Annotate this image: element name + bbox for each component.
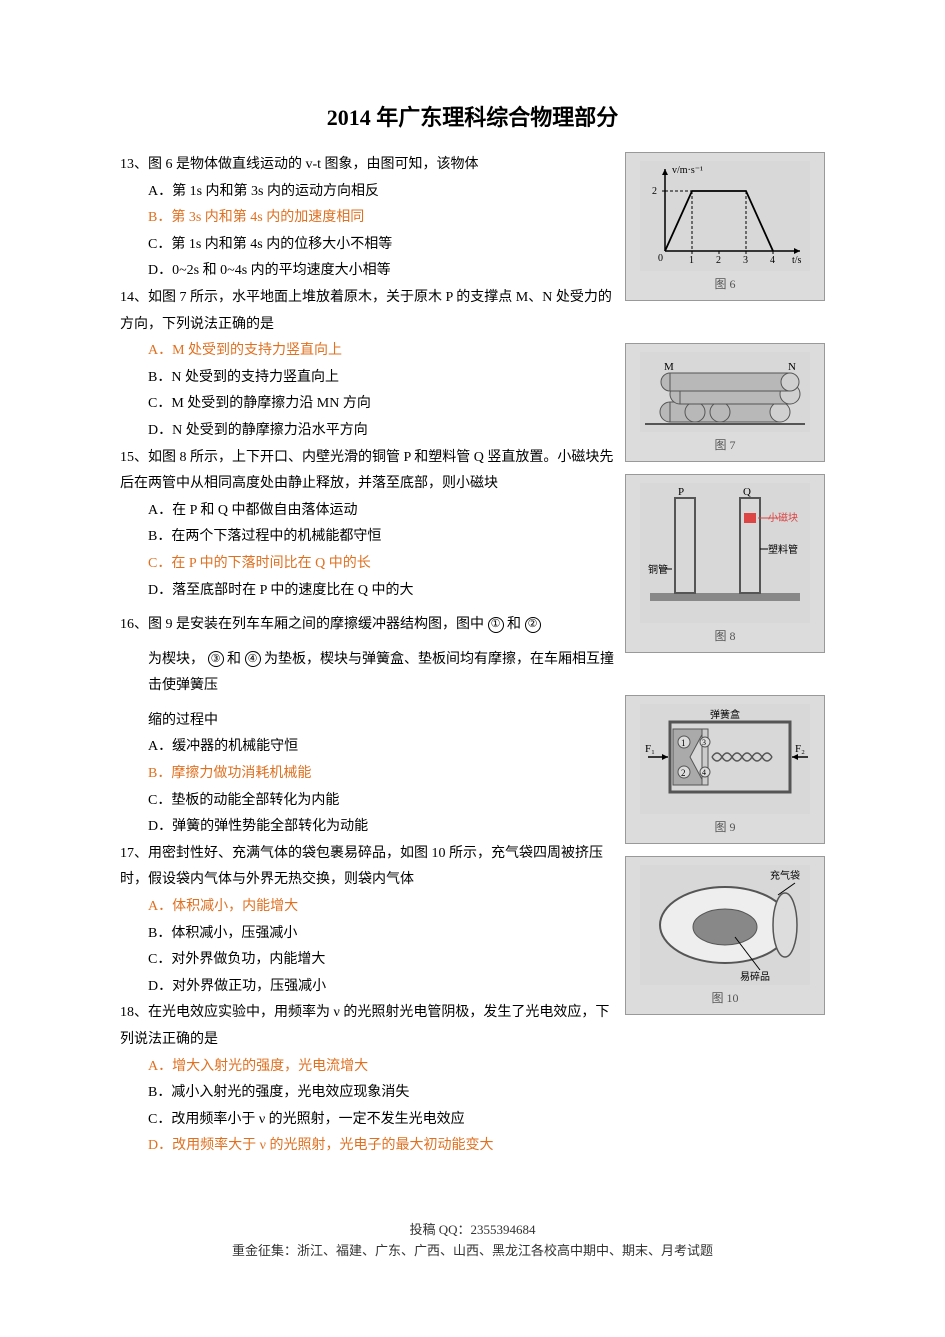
page-title: 2014 年广东理科综合物理部分 xyxy=(120,100,825,132)
bag-icon: 充气袋 易碎品 xyxy=(640,865,810,985)
circled-2-icon: ② xyxy=(525,617,541,633)
q13-opt-d: D．0~2s 和 0~4s 内的平均速度大小相等 xyxy=(120,258,615,285)
svg-text:N: N xyxy=(788,361,796,373)
q17-opt-d: D．对外界做正功，压强减小 xyxy=(120,974,615,1001)
text-column: 13、图 6 是物体做直线运动的 v-t 图象，由图可知，该物体 A．第 1s … xyxy=(120,152,615,1160)
figure-7-caption: 图 7 xyxy=(634,436,816,453)
q15-opt-b: B．在两个下落过程中的机械能都守恒 xyxy=(120,524,615,551)
label-item: 易碎品 xyxy=(740,970,770,983)
q13-stem: 13、图 6 是物体做直线运动的 v-t 图象，由图可知，该物体 xyxy=(120,152,615,179)
circled-1-icon: ① xyxy=(488,617,504,633)
q16-opt-b: B．摩擦力做功消耗机械能 xyxy=(120,761,615,788)
svg-text:2: 2 xyxy=(681,768,686,778)
svg-text:3: 3 xyxy=(702,738,706,747)
buffer-icon: 弹簧盒 1 2 3 4 F₁ F₂ xyxy=(640,704,810,814)
logs-icon: M N xyxy=(640,352,810,432)
q16-opt-c: C．垫板的动能全部转化为内能 xyxy=(120,788,615,815)
figure-column: v/m·s⁻¹ t/s 0 1 2 3 4 2 图 6 M xyxy=(625,152,825,1160)
label-f1: F₁ xyxy=(645,743,655,755)
q14-opt-d: D．N 处受到的静摩擦力沿水平方向 xyxy=(120,418,615,445)
figure-6-caption: 图 6 xyxy=(634,275,816,292)
q13-opt-c: C．第 1s 内和第 4s 内的位移大小不相等 xyxy=(120,232,615,259)
q15-opt-c: C．在 P 中的下落时间比在 Q 中的长 xyxy=(120,551,615,578)
q16-stem3: 缩的过程中 xyxy=(120,708,615,735)
label-magnet: 小磁块 xyxy=(768,511,798,524)
q13-opt-a: A．第 1s 内和第 3s 内的运动方向相反 xyxy=(120,179,615,206)
q13-opt-b: B．第 3s 内和第 4s 内的加速度相同 xyxy=(120,205,615,232)
y-axis-label: v/m·s⁻¹ xyxy=(672,165,703,176)
svg-text:4: 4 xyxy=(702,768,706,777)
label-q: Q xyxy=(743,486,751,498)
footer: 投稿 QQ：2355394684 重金征集：浙江、福建、广东、广西、山西、黑龙江… xyxy=(120,1220,825,1262)
figure-9: 弹簧盒 1 2 3 4 F₁ F₂ 图 9 xyxy=(625,695,825,844)
content-area: 13、图 6 是物体做直线运动的 v-t 图象，由图可知，该物体 A．第 1s … xyxy=(120,152,825,1160)
circled-4-icon: ④ xyxy=(245,651,261,667)
q14-opt-c: C．M 处受到的静摩擦力沿 MN 方向 xyxy=(120,391,615,418)
figure-8-caption: 图 8 xyxy=(634,627,816,644)
svg-text:2: 2 xyxy=(716,255,721,266)
q14-opt-b: B．N 处受到的支持力竖直向上 xyxy=(120,365,615,392)
svg-text:1: 1 xyxy=(681,738,686,748)
q16-opt-d: D．弹簧的弹性势能全部转化为动能 xyxy=(120,814,615,841)
q16-stem2b: 和 xyxy=(227,652,241,667)
svg-text:2: 2 xyxy=(652,186,657,197)
circled-3-icon: ③ xyxy=(208,651,224,667)
q14-stem: 14、如图 7 所示，水平地面上堆放着原木，关于原木 P 的支撑点 M、N 处受… xyxy=(120,285,615,338)
figure-9-caption: 图 9 xyxy=(634,818,816,835)
q18-opt-a: A．增大入射光的强度，光电流增大 xyxy=(120,1054,615,1081)
q15-stem: 15、如图 8 所示，上下开口、内壁光滑的铜管 P 和塑料管 Q 竖直放置。小磁… xyxy=(120,445,615,498)
q16-stem1: 16、图 9 是安装在列车车厢之间的摩擦缓冲器结构图，图中 ① 和 ② xyxy=(120,612,615,639)
vt-graph-icon: v/m·s⁻¹ t/s 0 1 2 3 4 2 xyxy=(640,161,810,271)
figure-10: 充气袋 易碎品 图 10 xyxy=(625,856,825,1015)
q18-stem: 18、在光电效应实验中，用频率为 ν 的光照射光电管阴极，发生了光电效应，下列说… xyxy=(120,1000,615,1053)
label-f2: F₂ xyxy=(795,743,805,755)
q17-stem: 17、用密封性好、充满气体的袋包裹易碎品，如图 10 所示，充气袋四周被挤压时，… xyxy=(120,841,615,894)
svg-text:M: M xyxy=(664,361,674,373)
q16-stem2a: 为楔块， xyxy=(148,652,204,667)
q18-opt-d: D．改用频率大于 ν 的光照射，光电子的最大初动能变大 xyxy=(120,1133,615,1160)
footer-line2: 重金征集：浙江、福建、广东、广西、山西、黑龙江各校高中期中、期末、月考试题 xyxy=(120,1241,825,1262)
q17-opt-a: A．体积减小，内能增大 xyxy=(120,894,615,921)
q16-stem2: 为楔块， ③ 和 ④ 为垫板，楔块与弹簧盒、垫板间均有摩擦，在车厢相互撞击使弹簧… xyxy=(120,647,615,700)
tubes-icon: P Q 小磁块 塑料管 铜管 xyxy=(640,483,810,623)
label-box: 弹簧盒 xyxy=(710,708,740,721)
figure-10-caption: 图 10 xyxy=(634,989,816,1006)
q16-stem1-mid: 和 xyxy=(507,617,521,632)
svg-text:3: 3 xyxy=(743,255,748,266)
label-p: P xyxy=(678,486,684,498)
q18-opt-b: B．减小入射光的强度，光电效应现象消失 xyxy=(120,1080,615,1107)
figure-6: v/m·s⁻¹ t/s 0 1 2 3 4 2 图 6 xyxy=(625,152,825,301)
q17-opt-c: C．对外界做负功，内能增大 xyxy=(120,947,615,974)
svg-text:1: 1 xyxy=(689,255,694,266)
svg-text:4: 4 xyxy=(770,255,775,266)
q15-opt-a: A．在 P 和 Q 中都做自由落体运动 xyxy=(120,498,615,525)
q17-opt-b: B．体积减小，压强减小 xyxy=(120,921,615,948)
x-axis-label: t/s xyxy=(792,255,802,266)
q15-opt-d: D．落至底部时在 P 中的速度比在 Q 中的大 xyxy=(120,578,615,605)
footer-line1: 投稿 QQ：2355394684 xyxy=(120,1220,825,1241)
q18-opt-c: C．改用频率小于 ν 的光照射，一定不发生光电效应 xyxy=(120,1107,615,1134)
label-bag: 充气袋 xyxy=(770,869,800,882)
q16-opt-a: A．缓冲器的机械能守恒 xyxy=(120,734,615,761)
q16-stem1-text: 16、图 9 是安装在列车车厢之间的摩擦缓冲器结构图，图中 xyxy=(120,617,488,632)
figure-7: M N 图 7 xyxy=(625,343,825,462)
label-plastic: 塑料管 xyxy=(768,543,798,556)
figure-8: P Q 小磁块 塑料管 铜管 图 8 xyxy=(625,474,825,653)
q14-opt-a: A．M 处受到的支持力竖直向上 xyxy=(120,338,615,365)
svg-text:0: 0 xyxy=(658,253,663,264)
